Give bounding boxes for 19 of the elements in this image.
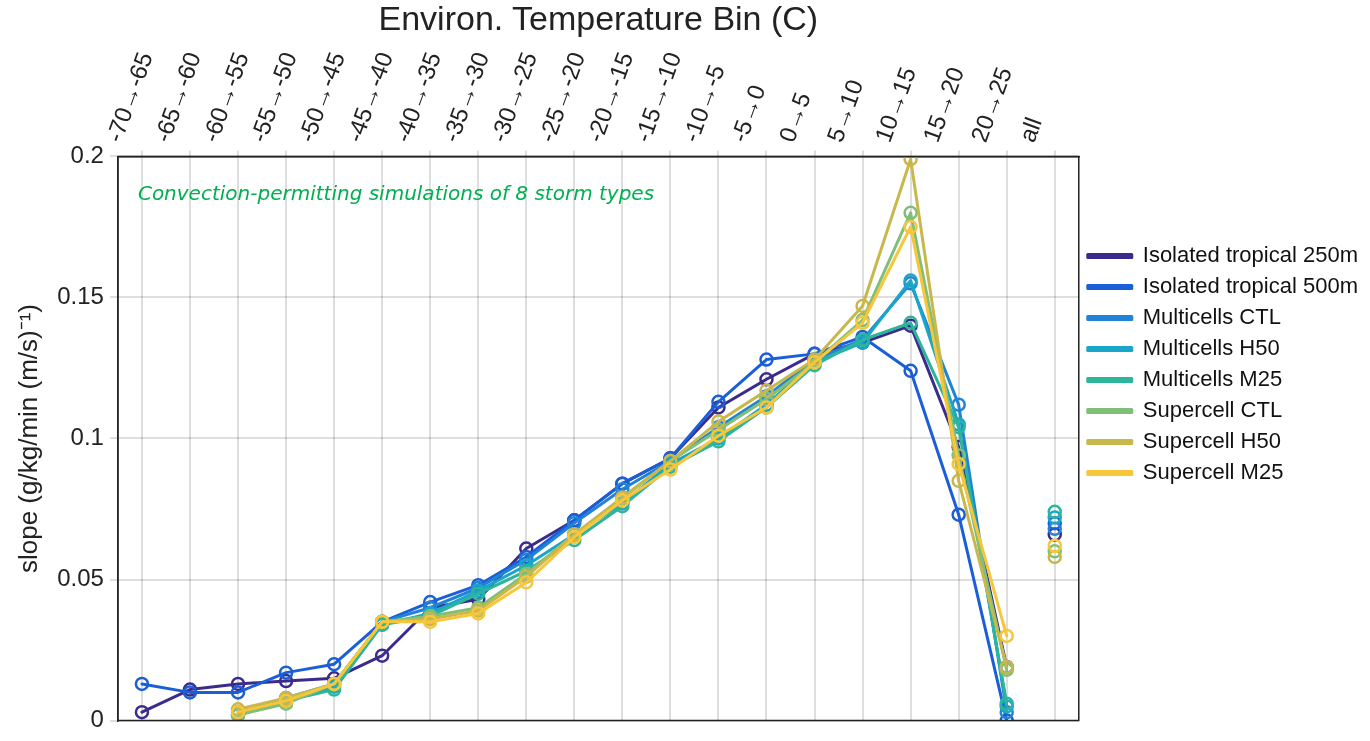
y-tick-label: 0.15: [57, 282, 104, 310]
x-axis-title: Environ. Temperature Bin (C): [378, 0, 819, 37]
legend-label: Multicells H50: [1142, 335, 1280, 361]
legend-label: Isolated tropical 500m: [1142, 273, 1358, 299]
x-tick-label: 5→10: [821, 76, 869, 146]
y-tick-label: 0.2: [70, 141, 104, 169]
legend-label: Supercell H50: [1142, 428, 1281, 454]
x-tick-label: 0→5: [773, 88, 816, 146]
y-tick-label: 0.1: [70, 423, 104, 451]
annotation: Convection-permitting simulations of 8 storm types: [137, 180, 655, 205]
legend-label: Supercell M25: [1142, 459, 1284, 485]
y-tick-label: 0.05: [57, 564, 104, 592]
legend-label: Multicells CTL: [1142, 304, 1281, 330]
y-axis-title: slope (g/kg/min (m/s)⁻¹): [12, 303, 43, 574]
y-tick-label: 0: [90, 705, 104, 733]
legend-label: Isolated tropical 250m: [1142, 242, 1358, 268]
x-tick-label: -5→0: [724, 81, 771, 146]
legend-label: Multicells M25: [1142, 366, 1283, 392]
legend-label: Supercell CTL: [1142, 397, 1283, 423]
